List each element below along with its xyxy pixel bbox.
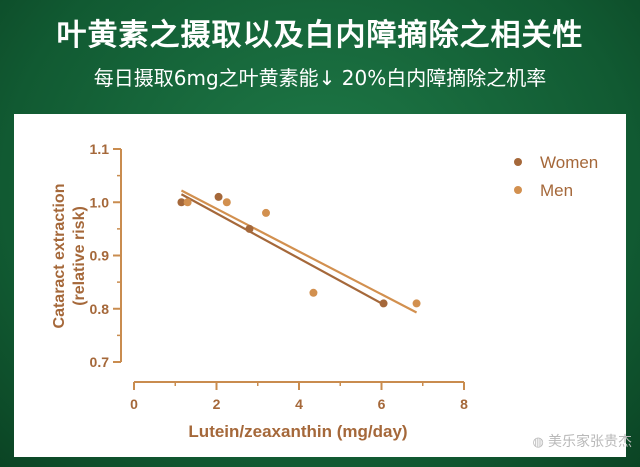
axis-labels: Lutein/zeaxanthin (mg/day) Cataract extra…: [51, 184, 408, 441]
trend-lines: [180, 189, 418, 314]
y-tick-label: 0.7: [90, 354, 110, 370]
x-tick-label: 8: [460, 396, 468, 412]
data-point-men: [412, 299, 421, 308]
y-tick-label: 0.8: [90, 301, 110, 317]
y-tick-label: 1.1: [90, 141, 110, 157]
y-axis-title-line: (relative risk): [71, 206, 88, 306]
data-point-men: [222, 198, 231, 207]
chart-panel: 0.7 0.8 0.9 1.0 1.1 0 2 4 6 8 Women Men Lutein/zea…: [14, 114, 626, 457]
legend-label-men: Men: [540, 181, 573, 200]
data-point-women: [379, 299, 388, 308]
watermark: ◍ 美乐家张贵杰: [533, 431, 632, 451]
y-tick-label: 0.9: [90, 248, 110, 264]
legend-marker-women: [514, 158, 522, 166]
y-axis-title: Cataract extraction (relative risk): [51, 184, 88, 329]
x-axis-title: Lutein/zeaxanthin (mg/day): [188, 422, 407, 441]
x-tick-label: 4: [295, 396, 303, 412]
x-tick-label: 2: [213, 396, 221, 412]
page-title: 叶黄素之摄取以及白内障摘除之相关性: [56, 18, 584, 53]
data-point-men: [262, 208, 270, 217]
y-axis-title-line: Cataract extraction: [51, 184, 68, 329]
page-subtitle: 每日摄取6mg之叶黄素能↓ 20%白内障摘除之机率: [93, 66, 547, 90]
wechat-icon: ◍: [532, 435, 548, 450]
y-tick-label: 1.0: [90, 194, 110, 210]
data-point-women: [214, 192, 223, 201]
data-point-men: [183, 198, 192, 207]
legend-label-women: Women: [540, 153, 598, 172]
chart-legend: Women Men: [514, 153, 598, 200]
legend-marker-men: [514, 186, 522, 194]
data-point-women: [177, 198, 186, 207]
data-point-men: [309, 288, 318, 297]
trend-line-women: [180, 193, 385, 306]
x-tick-label: 6: [378, 396, 386, 412]
data-point-women: [245, 224, 254, 233]
x-tick-label: 0: [130, 396, 138, 412]
scatter-chart: 0.7 0.8 0.9 1.0 1.1 0 2 4 6 8 Women Men Lutein/zea…: [51, 141, 598, 441]
trend-line-men: [180, 189, 418, 314]
chart-axes: 0.7 0.8 0.9 1.0 1.1 0 2 4 6 8: [90, 141, 469, 412]
data-points: [177, 192, 421, 308]
watermark-text: 美乐家张贵杰: [548, 434, 632, 450]
